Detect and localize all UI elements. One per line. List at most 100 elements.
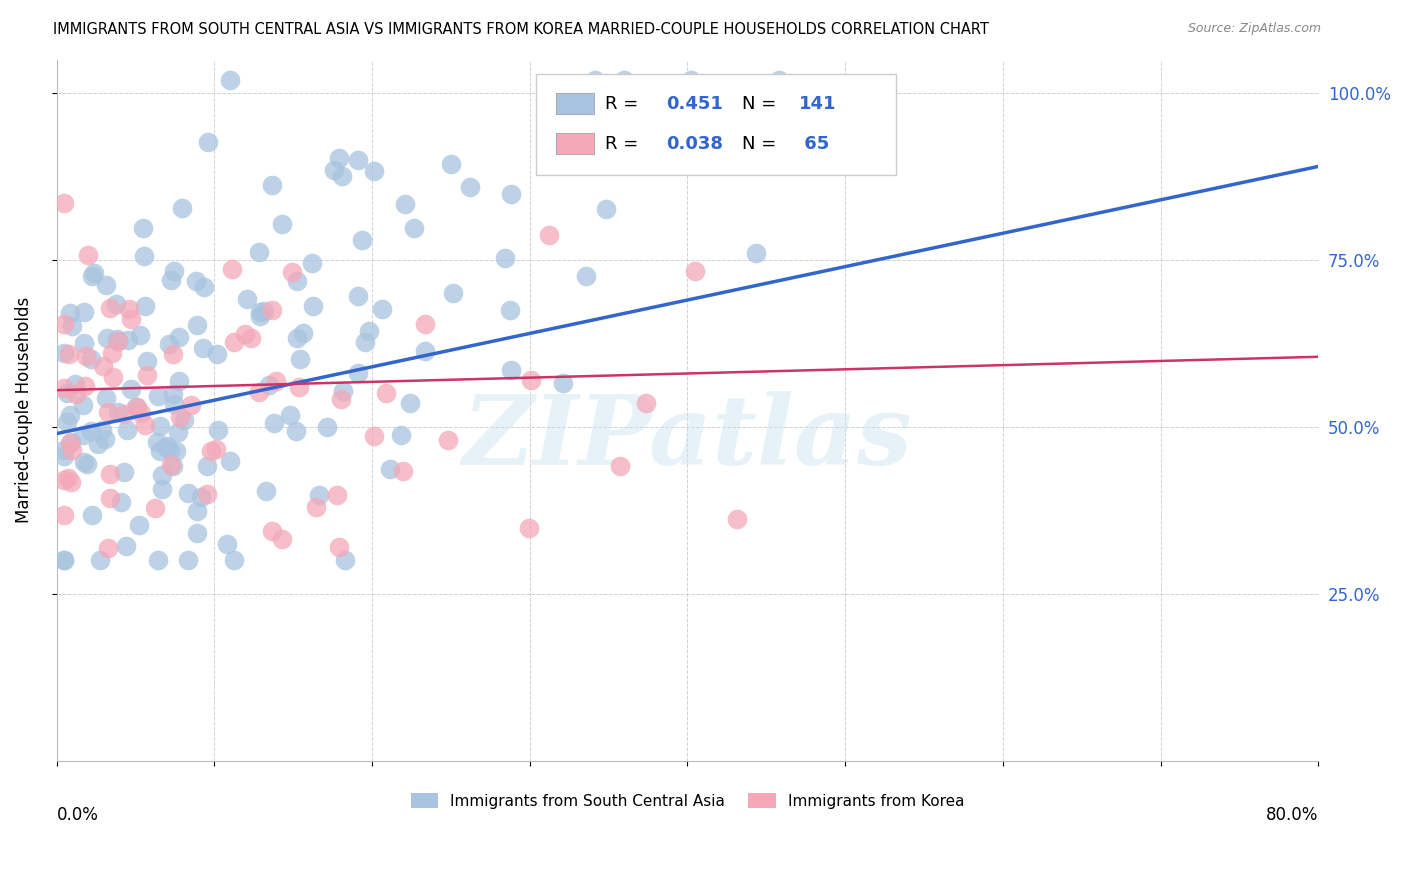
Point bbox=[501, 362, 523, 376]
Point bbox=[98, 467, 121, 482]
Point bbox=[389, 427, 412, 442]
Point bbox=[284, 424, 307, 438]
Point bbox=[207, 424, 229, 438]
Point bbox=[115, 423, 138, 437]
Point bbox=[249, 305, 271, 319]
Point bbox=[271, 217, 294, 231]
Point bbox=[538, 227, 561, 242]
Point bbox=[330, 392, 353, 406]
Point bbox=[413, 318, 436, 332]
Point bbox=[440, 156, 463, 170]
Point bbox=[347, 153, 370, 167]
Point bbox=[519, 521, 541, 535]
Point bbox=[328, 540, 350, 554]
Text: 0.451: 0.451 bbox=[666, 95, 723, 112]
Point bbox=[162, 386, 184, 401]
Point bbox=[129, 328, 152, 343]
Y-axis label: Married-couple Households: Married-couple Households bbox=[15, 297, 32, 524]
Text: 0.0%: 0.0% bbox=[56, 806, 98, 824]
Point bbox=[96, 391, 118, 405]
Point bbox=[190, 490, 212, 504]
Point bbox=[89, 553, 111, 567]
Point bbox=[683, 264, 706, 278]
Point bbox=[134, 418, 156, 433]
Point bbox=[239, 331, 262, 345]
Point bbox=[166, 425, 188, 440]
Point bbox=[97, 541, 120, 555]
Point bbox=[177, 553, 200, 567]
Point bbox=[353, 335, 375, 350]
Legend: Immigrants from South Central Asia, Immigrants from Korea: Immigrants from South Central Asia, Immi… bbox=[404, 785, 972, 816]
Point bbox=[186, 274, 208, 288]
Point bbox=[96, 331, 118, 345]
Point bbox=[394, 197, 416, 211]
Point bbox=[59, 434, 82, 449]
Point bbox=[53, 442, 76, 457]
Point bbox=[233, 327, 256, 342]
Point bbox=[107, 334, 129, 348]
Point bbox=[745, 245, 768, 260]
Point bbox=[270, 532, 292, 546]
Point bbox=[101, 346, 124, 360]
Point bbox=[280, 408, 302, 422]
Point bbox=[380, 462, 402, 476]
Point bbox=[499, 302, 522, 317]
Point bbox=[134, 249, 156, 263]
Point bbox=[75, 349, 97, 363]
Point bbox=[104, 297, 127, 311]
Point bbox=[264, 375, 287, 389]
Point bbox=[73, 379, 96, 393]
Point bbox=[56, 385, 79, 400]
Point bbox=[165, 443, 187, 458]
Point bbox=[247, 244, 270, 259]
Point bbox=[259, 378, 281, 392]
Point bbox=[132, 221, 155, 235]
Point bbox=[301, 256, 323, 270]
Point bbox=[222, 553, 245, 567]
Point bbox=[53, 553, 76, 567]
Point bbox=[146, 434, 169, 449]
Text: 80.0%: 80.0% bbox=[1265, 806, 1319, 824]
Point bbox=[150, 483, 173, 497]
Point bbox=[186, 318, 208, 333]
Point bbox=[595, 202, 617, 216]
Point bbox=[679, 72, 702, 87]
Point bbox=[520, 373, 543, 387]
Point bbox=[725, 512, 748, 526]
Point bbox=[112, 465, 135, 479]
Point bbox=[281, 264, 304, 278]
Point bbox=[59, 436, 82, 450]
Point bbox=[553, 376, 575, 391]
Point bbox=[76, 457, 98, 471]
Point bbox=[101, 370, 124, 384]
Point bbox=[634, 396, 657, 410]
Point bbox=[200, 444, 222, 458]
Point bbox=[371, 302, 394, 317]
Text: 0.038: 0.038 bbox=[666, 135, 723, 153]
Point bbox=[195, 458, 218, 473]
Point bbox=[197, 136, 219, 150]
Point bbox=[260, 178, 283, 193]
Point bbox=[609, 458, 631, 473]
Point bbox=[127, 400, 149, 414]
Point bbox=[195, 487, 218, 501]
Point bbox=[186, 525, 208, 540]
Point bbox=[56, 471, 79, 485]
Point bbox=[149, 443, 172, 458]
Point bbox=[155, 440, 177, 454]
Text: N =: N = bbox=[742, 95, 782, 112]
Point bbox=[205, 442, 228, 456]
Point bbox=[107, 334, 129, 348]
Point bbox=[53, 345, 76, 359]
Point bbox=[159, 443, 181, 458]
Point bbox=[347, 366, 370, 380]
Point bbox=[53, 318, 76, 332]
Point bbox=[247, 384, 270, 399]
Text: R =: R = bbox=[606, 135, 644, 153]
Point bbox=[499, 186, 522, 201]
Point bbox=[120, 382, 142, 396]
Point bbox=[129, 406, 152, 420]
Point bbox=[72, 398, 94, 412]
Point bbox=[437, 433, 460, 447]
Text: R =: R = bbox=[606, 95, 644, 112]
